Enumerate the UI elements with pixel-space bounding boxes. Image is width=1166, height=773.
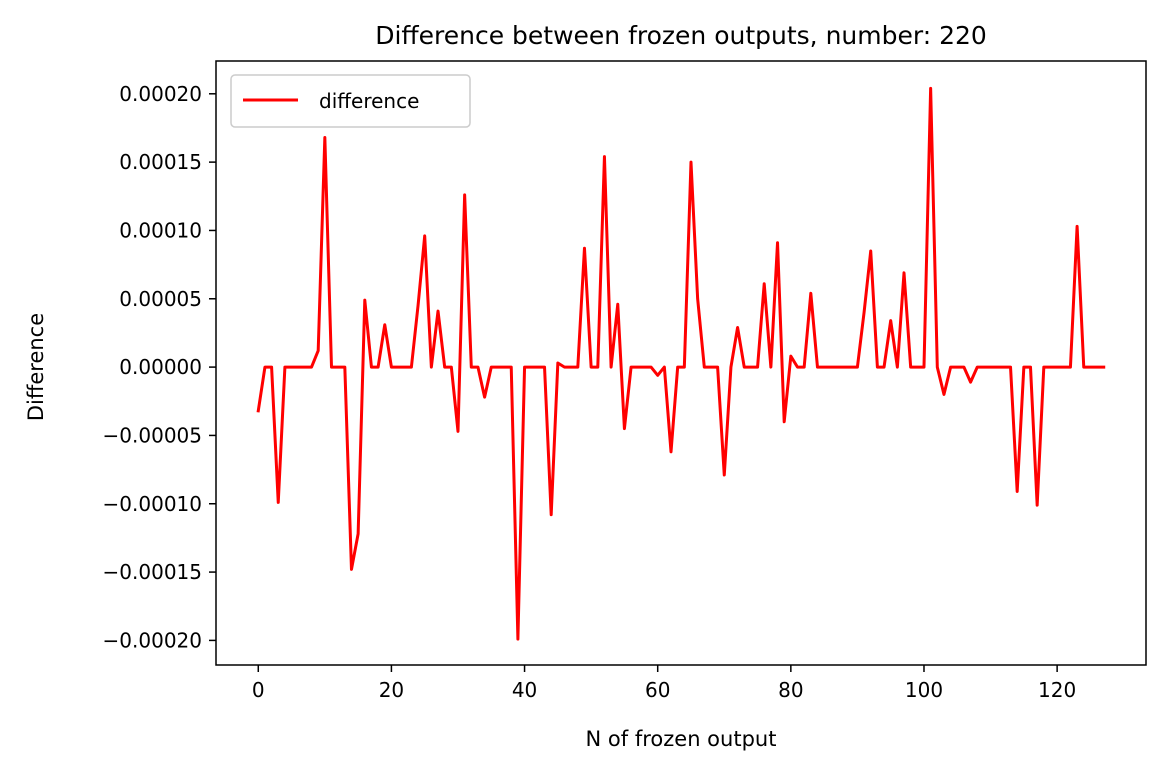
x-tick-label: 100 [905,678,943,702]
y-tick-label: 0.00005 [119,287,202,311]
chart-title: Difference between frozen outputs, numbe… [375,21,987,50]
x-tick-label: 40 [512,678,537,702]
plot-area [256,86,1106,641]
y-tick-label: −0.00015 [103,560,202,584]
y-tick-label: 0.00010 [119,218,202,242]
x-axis-label: N of frozen output [586,727,777,751]
y-tick-label: 0.00000 [119,355,202,379]
x-tick-label: 80 [778,678,803,702]
legend: difference [230,74,471,128]
y-tick-label: 0.00020 [119,82,202,106]
plot-frame [215,60,1147,666]
axes: 0 20 40 60 80 100 120 −0.00020 −0.00015 −0.00010 −… [103,60,1147,702]
y-axis-label: Difference [24,313,48,421]
legend-frame [230,74,471,128]
x-tick-label: 60 [645,678,670,702]
y-tick-label: −0.00010 [103,492,202,516]
y-tick-label: −0.00005 [103,423,202,447]
y-tick-label: 0.00015 [119,150,202,174]
legend-label-difference: difference [319,89,419,113]
x-tick-label: 120 [1038,678,1076,702]
y-tick-label: −0.00020 [103,628,202,652]
x-tick-label: 20 [379,678,404,702]
series-line-difference [256,86,1106,641]
x-tick-label: 0 [252,678,265,702]
